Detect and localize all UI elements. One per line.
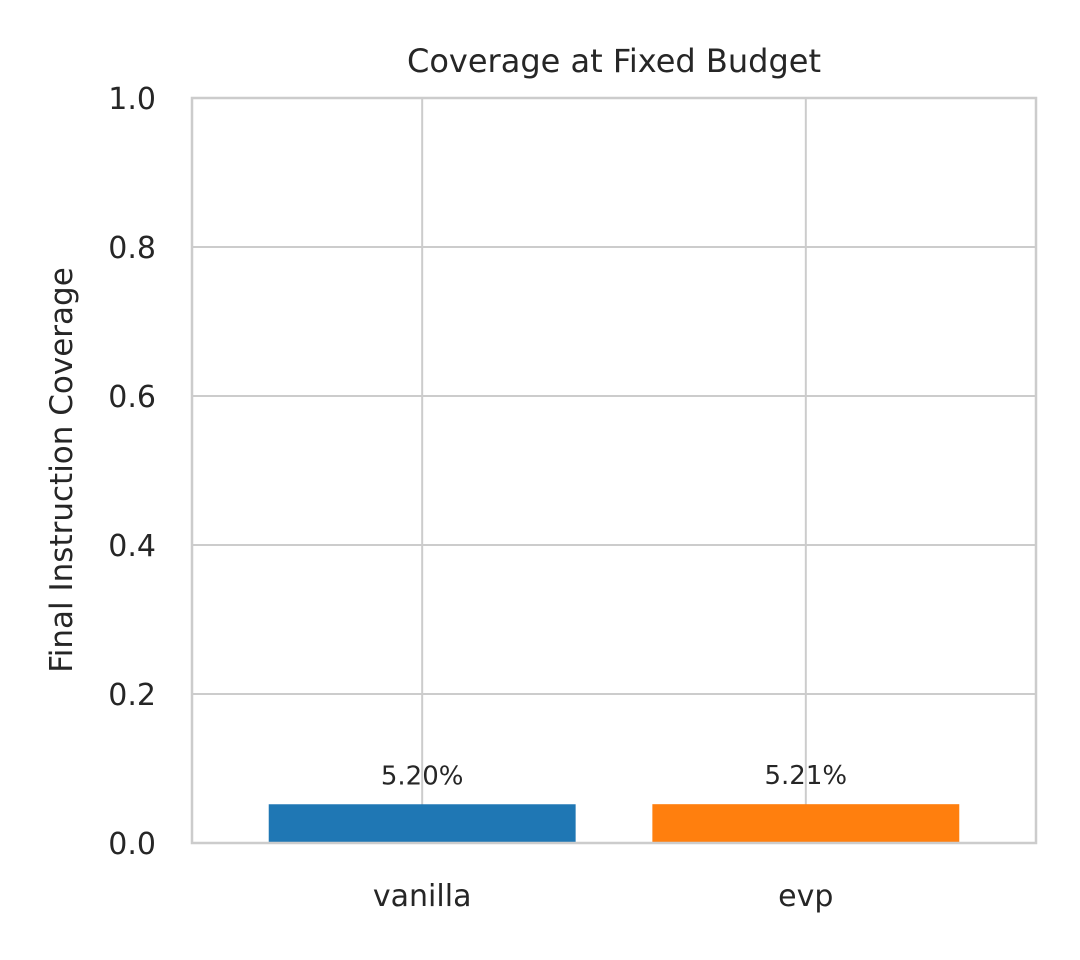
chart-title: Coverage at Fixed Budget [407,42,821,80]
y-tick-label: 0.8 [108,231,156,266]
bar-evp [652,804,960,843]
y-axis-label: Final Instruction Coverage [44,267,80,673]
bar-value-labels: 5.20% 5.21% [381,761,847,791]
bar-vanilla [268,804,576,843]
y-tick-label: 0.6 [108,380,156,415]
y-tick-label: 0.0 [108,827,156,862]
bar-value-label: 5.20% [381,761,464,791]
y-tick-label: 0.2 [108,678,156,713]
y-tick-label: 1.0 [108,82,156,117]
y-tick-labels: 0.0 0.2 0.4 0.6 0.8 1.0 [108,82,156,862]
x-tick-label: vanilla [373,879,472,914]
y-tick-label: 0.4 [108,529,156,564]
x-tick-labels: vanilla evp [373,879,834,914]
bars [268,804,960,843]
x-tick-label: evp [778,879,833,914]
plot-frame [190,96,1038,845]
bar-value-label: 5.21% [765,761,848,791]
